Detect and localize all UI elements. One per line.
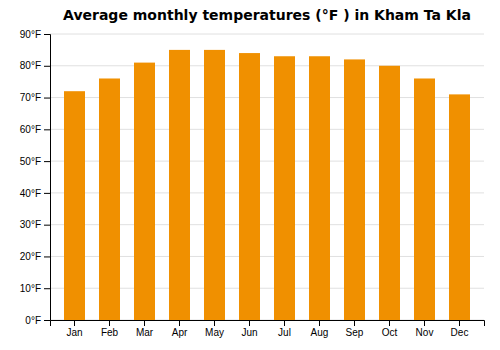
tick-mark	[144, 320, 145, 326]
tick-label: Jun	[241, 327, 257, 338]
tick-label: 70°F	[20, 92, 41, 103]
x-tick: Jan	[66, 320, 82, 338]
y-tick: 60°F	[20, 124, 50, 135]
tick-label: 80°F	[20, 60, 41, 71]
tick-mark	[44, 288, 50, 289]
tick-mark	[459, 320, 460, 326]
bar	[274, 56, 295, 320]
tick-label: Feb	[101, 327, 119, 338]
axis-domain	[44, 35, 51, 321]
tick-label: 60°F	[20, 124, 41, 135]
tick-mark	[44, 129, 50, 130]
tick-label: Sep	[346, 327, 364, 338]
tick-mark	[109, 320, 110, 326]
y-axis: 0°F 10°F 20°F 30°F 40°F 50°F 60°F 70°F 80°F 90°F	[20, 29, 51, 326]
bar	[344, 59, 365, 320]
tick-mark	[44, 256, 50, 257]
y-tick: 40°F	[20, 188, 50, 199]
tick-mark	[284, 320, 285, 326]
tick-mark	[44, 161, 50, 162]
tick-mark	[389, 320, 390, 326]
tick-label: Jan	[66, 327, 82, 338]
x-tick: Aug	[311, 320, 329, 338]
tick-label: May	[205, 327, 224, 338]
bar	[309, 56, 330, 320]
tick-mark	[44, 66, 50, 67]
y-tick: 70°F	[20, 92, 50, 103]
bars	[64, 50, 470, 320]
x-tick: Sep	[346, 320, 364, 338]
x-tick: Nov	[416, 320, 434, 338]
tick-mark	[44, 98, 50, 99]
grid-line	[50, 65, 484, 66]
x-tick: Apr	[172, 320, 188, 338]
bar	[169, 50, 190, 320]
tick-mark	[44, 225, 50, 226]
tick-mark	[354, 320, 355, 326]
y-tick: 0°F	[25, 315, 50, 326]
tick-label: Nov	[416, 327, 434, 338]
x-axis: Jan Feb Mar Apr May Jun Jul Aug Sep Oct Nov Dec	[51, 320, 485, 338]
tick-label: 50°F	[20, 156, 41, 167]
tick-mark	[179, 320, 180, 326]
bar	[379, 66, 400, 320]
bar	[239, 53, 260, 320]
y-tick: 50°F	[20, 156, 50, 167]
title: Average monthly temperatures (°F ) in Kh…	[63, 7, 471, 23]
bar	[414, 78, 435, 320]
tick-label: Jul	[278, 327, 291, 338]
bar	[134, 63, 155, 320]
bar	[99, 78, 120, 320]
y-tick: 80°F	[20, 60, 50, 71]
y-tick: 30°F	[20, 219, 50, 230]
tick-mark	[424, 320, 425, 326]
x-tick: Jul	[278, 320, 291, 338]
bar	[204, 50, 225, 320]
x-tick: Jun	[241, 320, 257, 338]
x-tick: Oct	[382, 320, 398, 338]
tick-mark	[319, 320, 320, 326]
y-tick: 10°F	[20, 283, 50, 294]
tick-label: 30°F	[20, 219, 41, 230]
tick-label: 10°F	[20, 283, 41, 294]
tick-mark	[44, 320, 50, 321]
y-tick: 90°F	[20, 29, 50, 40]
axis-domain	[51, 321, 485, 327]
tick-mark	[44, 193, 50, 194]
tick-label: Oct	[382, 327, 398, 338]
x-tick: Mar	[136, 320, 154, 338]
y-tick: 20°F	[20, 251, 50, 262]
tick-label: Apr	[172, 327, 188, 338]
grid-line	[50, 34, 484, 35]
chart: 0°F 10°F 20°F 30°F 40°F 50°F 60°F 70°F 80°F 90°F J…	[0, 0, 500, 350]
tick-mark	[214, 320, 215, 326]
tick-label: 0°F	[25, 315, 41, 326]
tick-label: Dec	[451, 327, 469, 338]
x-tick: Dec	[451, 320, 469, 338]
tick-mark	[74, 320, 75, 326]
x-tick: Feb	[101, 320, 119, 338]
x-tick: May	[205, 320, 224, 338]
tick-label: 20°F	[20, 251, 41, 262]
tick-label: 40°F	[20, 188, 41, 199]
tick-label: Mar	[136, 327, 154, 338]
tick-mark	[249, 320, 250, 326]
grid	[50, 34, 484, 320]
tick-label: Aug	[311, 327, 329, 338]
tick-mark	[44, 34, 50, 35]
bar	[64, 91, 85, 320]
plot: 0°F 10°F 20°F 30°F 40°F 50°F 60°F 70°F 80°F 90°F J…	[20, 29, 485, 338]
tick-label: 90°F	[20, 29, 41, 40]
bar	[449, 94, 470, 320]
